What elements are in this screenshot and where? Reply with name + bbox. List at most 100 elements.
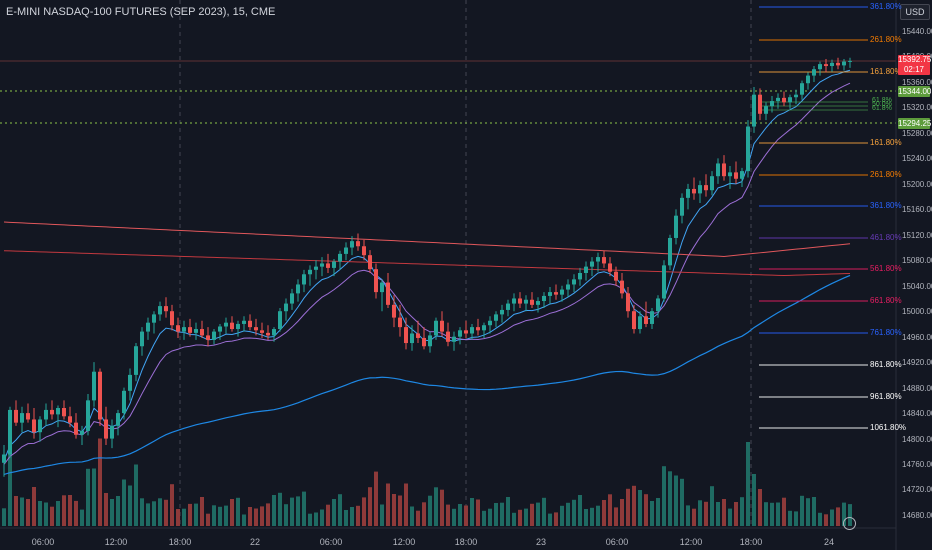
price-tick: 14880.00 (902, 383, 932, 393)
volume-bar (596, 505, 600, 526)
candle-body (200, 329, 204, 336)
volume-bar (170, 484, 174, 526)
volume-bar (416, 510, 420, 526)
volume-bar (176, 509, 180, 526)
candle-body (722, 163, 726, 177)
volume-bar (104, 493, 108, 526)
currency-button[interactable]: USD (900, 4, 930, 20)
time-tick: 12:00 (104, 537, 128, 547)
price-tick: 14800.00 (902, 434, 932, 444)
candle-body (314, 266, 318, 270)
volume-bar (476, 499, 480, 526)
volume-bar (500, 502, 504, 526)
volume-bar (110, 499, 114, 526)
candle-body (308, 269, 312, 275)
time-tick: 18:00 (454, 537, 478, 547)
volume-bar (716, 502, 720, 526)
volume-bar (824, 514, 828, 526)
candle-body (392, 304, 396, 318)
symbol-title[interactable]: E-MINI NASDAQ-100 FUTURES (SEP 2023), 15… (6, 6, 276, 18)
candle-body (578, 273, 582, 280)
candle-body (404, 327, 408, 344)
candle-body (8, 409, 12, 455)
volume-bar (470, 498, 474, 526)
volume-bar (254, 508, 258, 526)
volume-bar (746, 442, 750, 526)
volume-bar (404, 483, 408, 526)
candle-body (602, 257, 606, 264)
candle-body (92, 371, 96, 401)
candle-body (332, 261, 336, 268)
price-tick: 15360.00 (902, 77, 932, 87)
fib-level-label: 261.80% (870, 170, 902, 179)
candle-body (560, 289, 564, 295)
volume-bar (560, 505, 564, 526)
ma-fast-line (3, 69, 851, 461)
candle-body (488, 320, 492, 326)
candle-body (50, 409, 54, 415)
volume-bar (362, 497, 366, 526)
volume-bar (818, 512, 822, 526)
volume-bar (830, 509, 834, 526)
volume-bar (506, 497, 510, 526)
candle-body (224, 322, 228, 327)
volume-bar (356, 505, 360, 526)
volume-bar (632, 485, 636, 526)
volume-bar (650, 501, 654, 526)
candle-body (776, 97, 780, 102)
price-tick: 15160.00 (902, 205, 932, 215)
volume-bar (812, 497, 816, 526)
volume-bar (542, 497, 546, 526)
candle-body (626, 293, 630, 312)
flash-icon[interactable] (843, 517, 856, 530)
volume-bar (68, 495, 72, 526)
candle-body (476, 327, 480, 331)
volume-bar (758, 489, 762, 526)
price-tick: 14920.00 (902, 358, 932, 368)
volume-bar (482, 510, 486, 526)
volume-bar (752, 474, 756, 526)
candle-body (554, 292, 558, 295)
candle-body (794, 94, 798, 98)
candle-body (350, 241, 354, 248)
volume-bar (338, 494, 342, 526)
volume-bar (290, 497, 294, 526)
volume-bar (794, 511, 798, 526)
volume-bar (848, 504, 852, 526)
candle-body (494, 314, 498, 321)
candle-body (194, 329, 198, 333)
volume-bar (392, 494, 396, 526)
volume-bar (314, 512, 318, 526)
candle-body (68, 416, 72, 423)
price-tick: 15440.00 (902, 27, 932, 36)
volume-bar (344, 510, 348, 526)
lower-price-tag: 15294.25 (898, 118, 932, 129)
candle-body (176, 325, 180, 332)
candle-body (674, 215, 678, 238)
candle-body (296, 284, 300, 294)
volume-bar (452, 508, 456, 526)
volume-bar (14, 496, 18, 526)
volume-bar (386, 483, 390, 526)
price-tick: 14840.00 (902, 409, 932, 419)
candle-body (98, 371, 102, 420)
volume-bar (80, 509, 84, 526)
candle-body (638, 316, 642, 330)
candle-body (536, 301, 540, 305)
volume-bar (248, 507, 252, 526)
candle-body (836, 62, 840, 66)
price-tick: 15040.00 (902, 281, 932, 291)
candle-body (170, 311, 174, 326)
volume-bar (152, 501, 156, 526)
volume-bar (98, 438, 102, 526)
volume-bar (614, 507, 618, 526)
volume-bar (224, 505, 228, 526)
volume-bar (74, 500, 78, 526)
fib-level-label: 50.0% (872, 101, 892, 108)
volume-bar (740, 497, 744, 526)
candle-body (614, 271, 618, 281)
candle-body (704, 185, 708, 191)
candle-body (620, 280, 624, 294)
candle-body (86, 400, 90, 431)
